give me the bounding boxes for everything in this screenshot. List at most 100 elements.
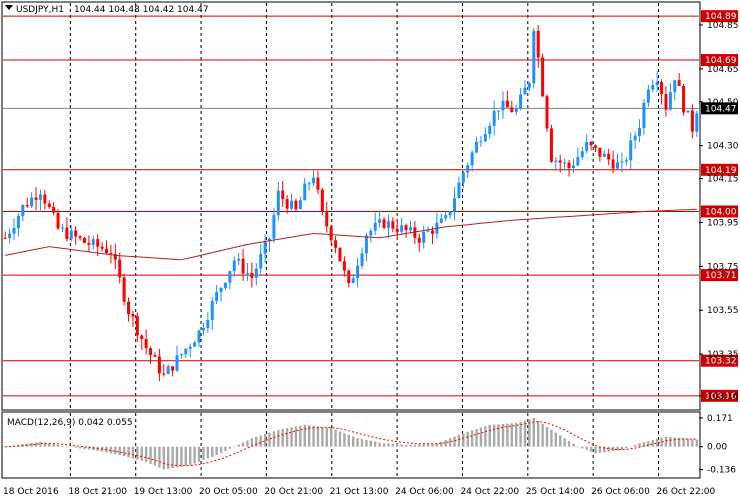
candle-body <box>105 248 109 253</box>
candle-body <box>523 87 527 95</box>
macd-bar <box>189 446 192 466</box>
macd-bar <box>594 446 597 454</box>
chart-menu-triangle-icon[interactable] <box>5 5 13 10</box>
candle-body <box>527 83 531 88</box>
candle-body <box>686 110 690 113</box>
candle-body <box>417 237 421 243</box>
macd-bar <box>576 446 580 448</box>
candle-body <box>250 272 254 278</box>
macd-bar <box>554 432 558 447</box>
macd-bar <box>642 442 646 447</box>
time-label: 21 Oct 13:00 <box>330 487 389 497</box>
macd-bar <box>537 421 540 447</box>
moving-average-line <box>5 208 697 261</box>
macd-bar <box>365 439 368 447</box>
candle-body <box>179 354 183 356</box>
candle-body <box>34 197 38 200</box>
macd-bar <box>625 446 628 449</box>
candle-body <box>567 162 571 169</box>
macd-bar <box>611 446 615 452</box>
macd-bar <box>510 423 513 447</box>
macd-bar <box>374 441 377 447</box>
macd-bar <box>224 446 227 451</box>
candle-body <box>549 128 553 162</box>
macd-bar <box>545 426 549 447</box>
macd-bar <box>171 446 174 469</box>
macd-bar <box>559 435 562 447</box>
macd-bar <box>87 446 91 450</box>
candle-body <box>593 145 597 148</box>
candle-body <box>272 215 276 239</box>
candle-body <box>430 230 434 234</box>
candle-body <box>127 301 131 314</box>
macd-bar <box>78 446 82 449</box>
macd-bar <box>131 446 135 459</box>
candle-body <box>400 225 404 232</box>
macd-axis-label: 0.00 <box>707 443 727 453</box>
candle-body <box>646 89 650 103</box>
macd-bar <box>294 426 298 447</box>
candle-body <box>228 271 232 283</box>
candle-body <box>519 94 523 109</box>
time-label: 20 Oct 21:00 <box>264 487 323 497</box>
candle-body <box>695 113 699 132</box>
candle-body <box>65 227 69 239</box>
level-tag-label: 104.69 <box>705 56 737 66</box>
candle-body <box>91 239 95 245</box>
candle-body <box>554 160 558 162</box>
macd-bar <box>263 434 267 447</box>
macd-bar <box>237 444 240 447</box>
level-tag-label: 104.89 <box>705 12 737 22</box>
candle-body <box>598 147 602 157</box>
macd-bar <box>695 439 698 447</box>
macd-bar <box>65 446 69 448</box>
macd-bar <box>136 446 139 460</box>
macd-bar <box>677 437 681 447</box>
candle-body <box>616 162 620 169</box>
candle-body <box>651 85 655 90</box>
candle-body <box>505 100 509 108</box>
macd-bar <box>369 440 373 447</box>
macd-bar <box>453 436 456 447</box>
macd-bar <box>655 438 659 447</box>
level-tag <box>701 163 738 176</box>
candle-body <box>144 338 148 349</box>
macd-bar <box>118 446 121 456</box>
level-tag <box>701 10 738 23</box>
candle-body <box>263 241 267 254</box>
candle-body <box>571 165 575 169</box>
price-label: 103.35 <box>707 350 739 360</box>
macd-signal-line <box>5 421 697 467</box>
macd-bar <box>589 446 593 452</box>
candle-body <box>193 342 197 347</box>
candle-body <box>268 238 272 242</box>
macd-bar <box>497 424 500 447</box>
candle-body <box>298 200 302 210</box>
macd-bar <box>233 446 236 448</box>
time-label: 19 Oct 13:00 <box>134 487 193 497</box>
candle-body <box>607 153 611 160</box>
candle-body <box>466 165 470 173</box>
macd-bar <box>175 446 179 468</box>
candle-body <box>316 177 320 190</box>
candle-body <box>56 212 60 229</box>
level-tag-label: 104.19 <box>705 166 737 176</box>
macd-bar <box>629 446 632 448</box>
candle-body <box>589 141 593 146</box>
price-label: 104.50 <box>707 98 739 108</box>
candle-body <box>532 30 536 84</box>
candle-body <box>426 230 430 232</box>
macd-bar <box>268 432 271 447</box>
level-tag-label: 103.32 <box>705 357 737 367</box>
candle-body <box>135 316 139 336</box>
candle-body <box>585 141 589 152</box>
macd-bar <box>479 427 483 447</box>
macd-bar <box>30 442 33 447</box>
macd-bar <box>303 424 306 447</box>
candle-body <box>21 205 25 216</box>
macd-bar <box>48 443 51 447</box>
candle-body <box>536 30 540 58</box>
macd-bar <box>435 443 439 447</box>
candle-body <box>338 247 342 262</box>
